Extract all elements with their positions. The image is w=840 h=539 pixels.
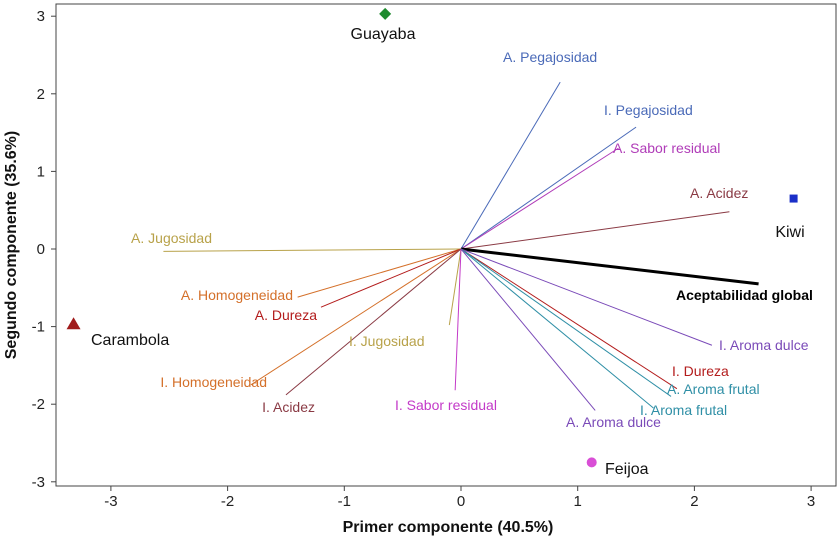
y-tick-label: -2 (32, 396, 45, 413)
loading-vectors (163, 81, 759, 411)
vector-label: I. Aroma dulce (719, 337, 809, 353)
x-tick-label: -3 (104, 493, 117, 510)
x-tick-label: 1 (574, 493, 582, 510)
vector-line (285, 248, 462, 396)
point-label: Kiwi (775, 224, 804, 241)
vector-label: I. Aroma frutal (640, 402, 727, 418)
vector-line (448, 248, 462, 326)
vector-label: A. Homogeneidad (181, 287, 293, 303)
vector-label: I. Pegajosidad (604, 102, 693, 118)
vector-label: Aceptabilidad global (676, 287, 813, 303)
point-marker (586, 457, 597, 468)
vector-line (460, 248, 596, 411)
y-tick-label: 0 (37, 241, 45, 258)
vector-line (460, 81, 561, 250)
y-tick-label: 2 (37, 86, 45, 103)
vector-label: A. Jugosidad (131, 230, 212, 246)
vector-line (163, 248, 462, 252)
vector-label: A. Dureza (255, 307, 317, 323)
point-label: Carambola (91, 332, 169, 349)
vector-label: I. Sabor residual (395, 397, 497, 413)
vector-line (460, 248, 654, 409)
x-tick-label: 3 (807, 493, 815, 510)
vector-label: A. Aroma dulce (566, 414, 661, 430)
vector-label: A. Sabor residual (613, 140, 720, 156)
vector-line (297, 248, 462, 298)
vector-label: A. Acidez (690, 185, 748, 201)
vector-line (460, 126, 637, 250)
x-tick-label: 0 (457, 493, 465, 510)
point-label: Guayaba (351, 26, 416, 43)
vector-line (460, 248, 672, 397)
observation-labels: Guayaba Kiwi Carambola Feijoa (91, 26, 805, 478)
observation-points (66, 7, 798, 468)
vector-line (250, 248, 462, 386)
vector-label: I. Homogeneidad (160, 374, 267, 390)
point-marker (66, 317, 81, 330)
x-tick-label: -2 (221, 493, 234, 510)
vector-label: I. Acidez (262, 399, 315, 415)
point-marker (379, 7, 392, 20)
plot-frame (55, 3, 837, 487)
y-tick-label: 3 (37, 8, 45, 25)
vector-line (460, 147, 619, 250)
y-tick-label: -3 (32, 474, 45, 491)
vector-line (460, 247, 759, 286)
vector-label: A. Aroma frutal (667, 381, 760, 397)
vector-line (454, 248, 462, 391)
point-label: Feijoa (605, 461, 649, 478)
vector-line (460, 211, 730, 250)
vector-label: I. Jugosidad (349, 333, 425, 349)
y-tick-label: 1 (37, 163, 45, 180)
vector-line (460, 248, 713, 346)
y-tick-label: -1 (32, 319, 45, 336)
vector-labels: A. Pegajosidad I. Pegajosidad A. Sabor res… (131, 49, 813, 430)
point-marker (789, 194, 798, 203)
vector-line (460, 248, 678, 390)
y-axis-title: Segundo componente (35.6%) (3, 131, 20, 359)
x-tick-label: -1 (338, 493, 351, 510)
x-axis-title: Primer componente (40.5%) (343, 519, 554, 536)
x-tick-label: 2 (690, 493, 698, 510)
vector-label: I. Dureza (672, 363, 729, 379)
axis-ticks: -3 -2 -1 0 1 2 3 -3 -2 -1 0 1 2 3 (32, 8, 816, 510)
vector-label: A. Pegajosidad (503, 49, 597, 65)
vector-line (320, 248, 462, 308)
